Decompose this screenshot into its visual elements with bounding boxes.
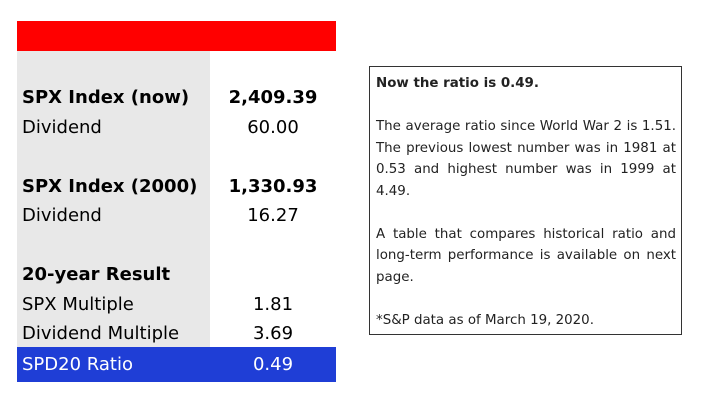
result-value: 0.49 xyxy=(252,354,294,375)
note-paragraph-table-reference: A table that compares historical ratio a… xyxy=(376,226,676,285)
row-label: SPX Multiple xyxy=(22,294,134,315)
row-20-year-result: 20-year Result xyxy=(17,260,336,290)
row-dividend-2000: Dividend 16.27 xyxy=(17,201,336,231)
row-value: 1.81 xyxy=(252,294,294,315)
row-spx-index-now: SPX Index (now) 2,409.39 xyxy=(17,83,336,113)
result-row-spd20-ratio: SPD20 Ratio 0.49 xyxy=(17,347,336,382)
result-label: SPD20 Ratio xyxy=(22,354,133,375)
spx-dividend-table: SPX Index (now) 2,409.39 Dividend 60.00 … xyxy=(17,21,336,382)
row-label: Dividend xyxy=(22,117,102,138)
row-dividend-multiple: Dividend Multiple 3.69 xyxy=(17,319,336,349)
note-title: Now the ratio is 0.49. xyxy=(376,76,539,91)
label-column xyxy=(17,51,210,347)
row-label: Dividend Multiple xyxy=(22,323,180,344)
value-column xyxy=(210,51,336,347)
row-label: 20-year Result xyxy=(22,264,171,285)
row-value: 16.27 xyxy=(247,205,299,226)
row-spx-index-2000: SPX Index (2000) 1,330.93 xyxy=(17,172,336,202)
note-footnote: *S&P data as of March 19, 2020. xyxy=(376,312,594,328)
row-label: SPX Index (now) xyxy=(22,87,190,108)
ratio-note-box: Now the ratio is 0.49. The average ratio… xyxy=(369,66,682,335)
row-value: 2,409.39 xyxy=(228,87,318,108)
row-label: Dividend xyxy=(22,205,102,226)
row-label: SPX Index (2000) xyxy=(22,176,198,197)
row-dividend-now: Dividend 60.00 xyxy=(17,113,336,143)
row-value: 1,330.93 xyxy=(228,176,318,197)
row-spx-multiple: SPX Multiple 1.81 xyxy=(17,290,336,320)
row-value: 60.00 xyxy=(247,117,299,138)
note-paragraph-history: The average ratio since World War 2 is 1… xyxy=(376,119,676,199)
table-header-bar xyxy=(17,21,336,51)
row-value: 3.69 xyxy=(252,323,294,344)
